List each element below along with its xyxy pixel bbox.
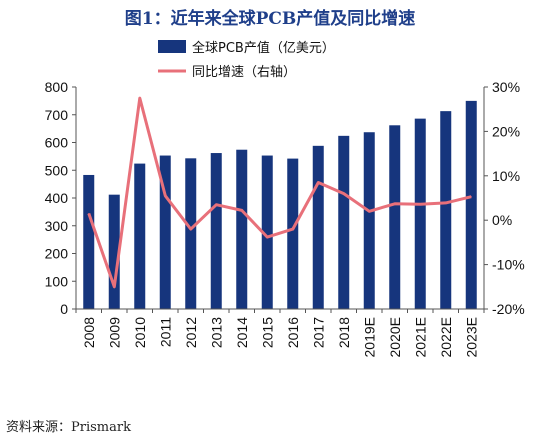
x-tick-label: 2014 xyxy=(234,317,250,348)
x-tick-label: 2013 xyxy=(208,317,224,348)
bar-2008 xyxy=(83,174,95,309)
x-tick-label: 2022E xyxy=(438,317,454,357)
left-tick-label: 500 xyxy=(45,162,69,178)
growth-point-2018 xyxy=(343,193,345,195)
right-tick-label: 30% xyxy=(492,79,520,95)
bar-2013 xyxy=(210,153,222,309)
x-tick-label: 2011 xyxy=(157,317,173,347)
x-tick-label: 2023E xyxy=(463,317,479,357)
chart-title: 图1：近年来全球PCB产值及同比增速 xyxy=(124,9,416,29)
bar-2023E xyxy=(465,100,477,309)
growth-line xyxy=(87,96,472,289)
growth-point-2021E xyxy=(419,203,421,205)
bar-2011 xyxy=(159,155,171,309)
legend: 全球PCB产值（亿美元） 同比增速（右轴） xyxy=(158,40,335,80)
growth-point-2016 xyxy=(292,228,294,230)
right-tick-label: 20% xyxy=(492,123,520,139)
growth-point-2017 xyxy=(317,181,319,183)
bar-series xyxy=(83,100,477,309)
bar-2018 xyxy=(338,135,350,309)
left-tick-label: 400 xyxy=(45,190,69,206)
right-tick-label: -10% xyxy=(492,257,525,273)
x-tick-label: 2008 xyxy=(81,317,97,348)
x-tick-label: 2015 xyxy=(259,317,275,348)
left-tick-label: 700 xyxy=(45,107,69,123)
x-tick-label: 2012 xyxy=(183,317,199,348)
axes: 0 100 200 300 400 500 600 700 800 -20% -10% 0% 10% 20… xyxy=(45,79,525,357)
left-tick-label: 100 xyxy=(45,273,69,289)
right-tick-label: 10% xyxy=(492,168,520,184)
x-tick-label: 2010 xyxy=(132,317,148,348)
growth-point-2019E xyxy=(368,210,370,212)
growth-point-2013 xyxy=(215,204,217,206)
bar-2019E xyxy=(363,132,375,309)
right-tick-label: 0% xyxy=(492,212,512,228)
growth-point-2012 xyxy=(190,228,192,230)
left-tick-label: 600 xyxy=(45,135,69,151)
x-tick-label: 2017 xyxy=(310,317,326,348)
growth-point-2020E xyxy=(394,203,396,205)
bar-2016 xyxy=(287,158,299,309)
growth-point-2010 xyxy=(139,97,141,99)
left-tick-label: 800 xyxy=(45,79,69,95)
chart-svg: 全球PCB产值（亿美元） 同比增速（右轴） 0 100 200 300 400 500 60… xyxy=(45,40,525,357)
bar-2015 xyxy=(261,155,273,309)
bar-2021E xyxy=(414,118,426,309)
left-tick-label: 300 xyxy=(45,218,69,234)
right-tick-label: -20% xyxy=(492,301,525,317)
left-tick-label: 200 xyxy=(45,246,69,262)
growth-point-2014 xyxy=(241,209,243,211)
bar-2014 xyxy=(236,149,248,309)
bar-2017 xyxy=(312,145,324,309)
source-note: 资料来源：Prismark xyxy=(6,420,131,435)
growth-point-2011 xyxy=(164,195,166,197)
line-series xyxy=(87,96,472,289)
x-tick-label: 2019E xyxy=(361,317,377,357)
growth-point-2009 xyxy=(113,286,115,288)
bar-2010 xyxy=(134,163,146,309)
x-tick-label: 2016 xyxy=(285,317,301,348)
bar-2012 xyxy=(185,158,197,309)
legend-line-label: 同比增速（右轴） xyxy=(192,65,296,80)
bar-2020E xyxy=(389,125,401,309)
x-tick-label: 2009 xyxy=(106,317,122,348)
growth-point-2008 xyxy=(88,213,90,215)
x-tick-label: 2021E xyxy=(412,317,428,357)
bar-2022E xyxy=(440,111,452,309)
legend-bar-swatch xyxy=(158,40,186,53)
x-tick-label: 2020E xyxy=(387,317,403,357)
x-tick-label: 2018 xyxy=(336,317,352,348)
growth-point-2022E xyxy=(445,202,447,204)
bar-2009 xyxy=(108,194,120,309)
growth-point-2015 xyxy=(266,236,268,238)
legend-bar-label: 全球PCB产值（亿美元） xyxy=(192,40,335,56)
left-tick-label: 0 xyxy=(60,301,68,317)
growth-point-2023E xyxy=(470,196,472,198)
